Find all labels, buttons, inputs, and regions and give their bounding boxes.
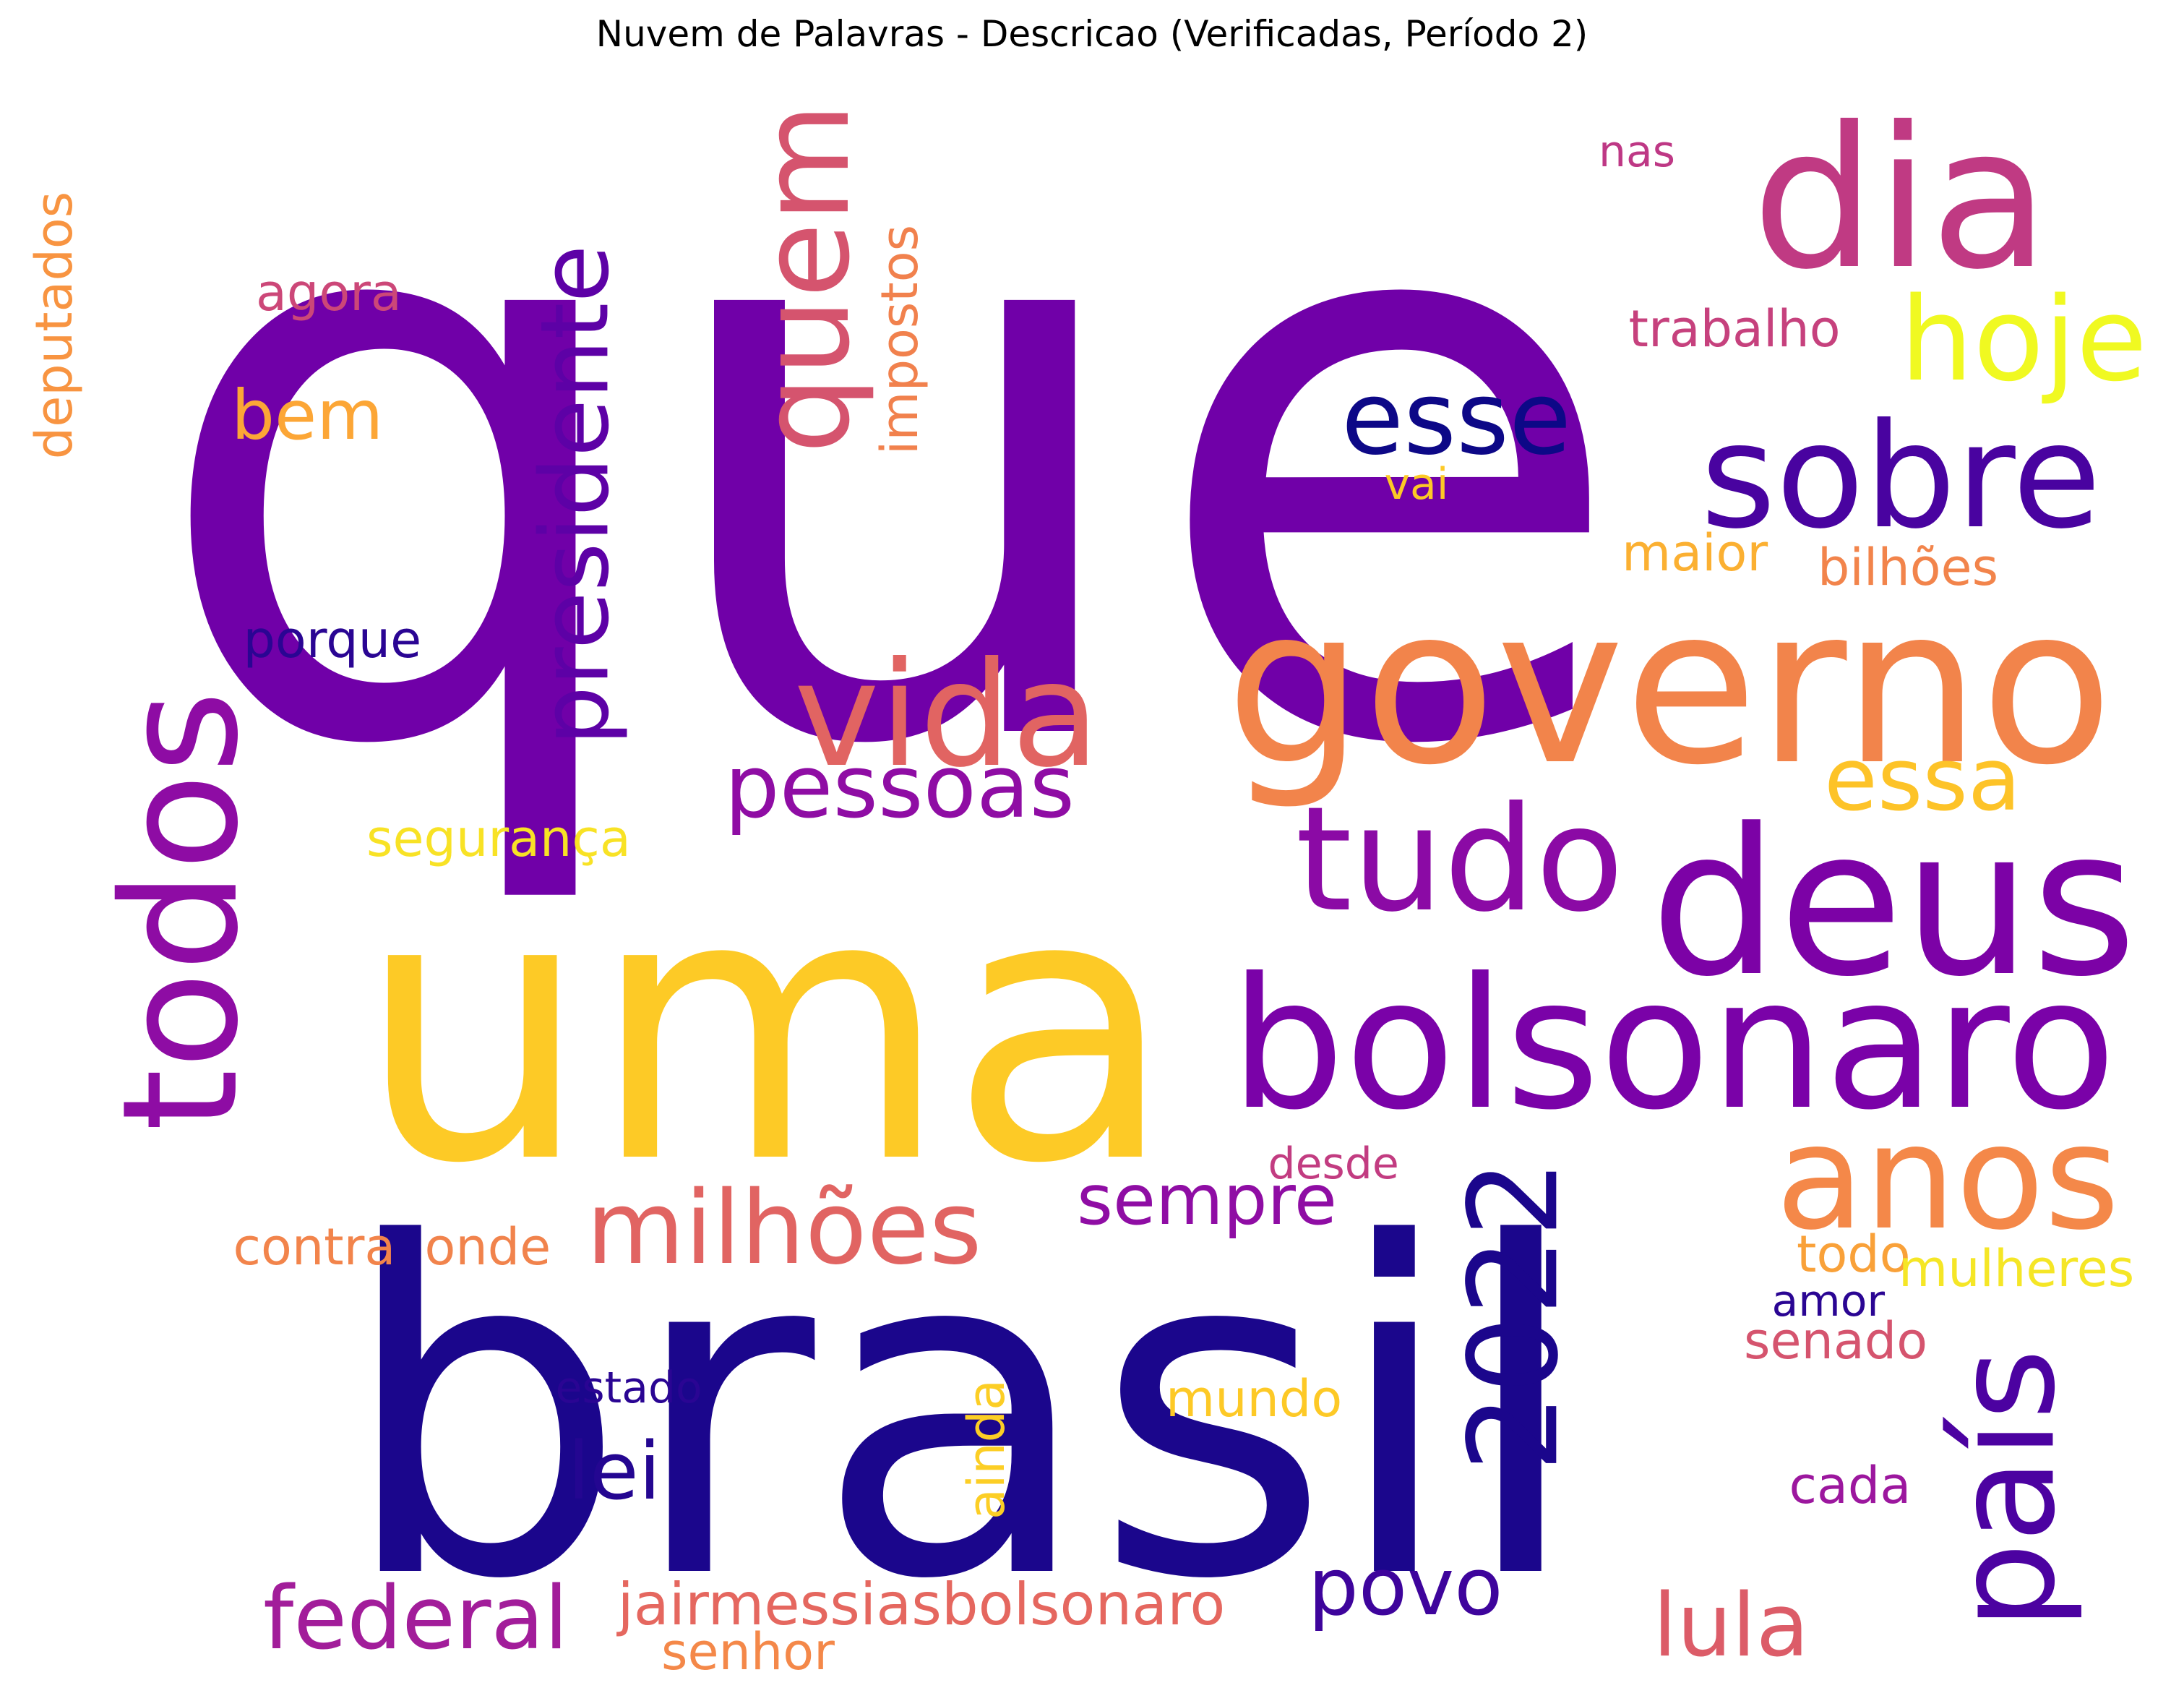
word-deus: deus xyxy=(1650,786,2137,1021)
word-presidente: presidente xyxy=(519,244,629,746)
word-bolsonaro: bolsonaro xyxy=(1230,939,2117,1149)
word-cada: cada xyxy=(1789,1456,1912,1515)
word-senado: senado xyxy=(1744,1311,1928,1371)
word-mulheres: mulheres xyxy=(1899,1239,2135,1298)
word-maior: maior xyxy=(1622,523,1768,583)
word-desde: desde xyxy=(1268,1139,1399,1189)
word-porque: porque xyxy=(243,610,422,669)
word-2022: 2022 xyxy=(1442,1159,1586,1473)
word-anos: anos xyxy=(1776,1094,2120,1262)
word-onde: onde xyxy=(424,1217,551,1277)
word-trabalho: trabalho xyxy=(1628,299,1841,359)
word-agora: agora xyxy=(256,263,402,322)
word-dia: dia xyxy=(1752,85,2050,312)
word-pessoas: pessoas xyxy=(724,737,1075,838)
word-mundo: mundo xyxy=(1166,1369,1343,1428)
word-lula: lula xyxy=(1653,1576,1810,1676)
word-essa: essa xyxy=(1824,730,2021,831)
word-hoje: hoje xyxy=(1900,272,2148,407)
word-bem: bem xyxy=(231,375,384,455)
word-deputados: deputados xyxy=(25,191,85,460)
word-impostos: impostos xyxy=(870,224,930,455)
word-todo: todo xyxy=(1797,1225,1911,1284)
word-milhoes: milhões xyxy=(586,1170,982,1287)
word-tudo: tudo xyxy=(1295,776,1625,944)
word-seguranca: segurança xyxy=(366,809,631,868)
word-bilhoes: bilhões xyxy=(1818,538,1999,597)
word-lei: lei xyxy=(567,1425,661,1517)
word-uma: uma xyxy=(356,815,1176,1244)
word-esse: esse xyxy=(1341,360,1572,478)
cloud-title: Nuvem de Palavras - Descricao (Verificad… xyxy=(596,13,1588,55)
word-nas: nas xyxy=(1599,127,1676,177)
word-contra: contra xyxy=(233,1217,396,1277)
word-pais: país xyxy=(1925,1348,2085,1630)
word-vida: vida xyxy=(794,631,1100,800)
word-brasil: brasil xyxy=(338,1148,1584,1679)
word-ainda: ainda xyxy=(957,1379,1017,1520)
word-amor: amor xyxy=(1771,1276,1886,1327)
word-povo: povo xyxy=(1308,1541,1503,1633)
word-todos: todos xyxy=(87,690,273,1131)
word-sempre: sempre xyxy=(1077,1160,1337,1241)
word-federal: federal xyxy=(263,1569,569,1669)
word-vai: vai xyxy=(1384,459,1449,510)
word-senhor: senhor xyxy=(661,1622,835,1681)
word-sobre: sobre xyxy=(1701,393,2102,561)
word-estado: estado xyxy=(555,1363,702,1413)
word-que: que xyxy=(147,0,1631,917)
word-quem: quem xyxy=(734,103,877,454)
word-jairmessiasbolsonaro: jairmessiasbolsonaro xyxy=(617,1571,1226,1638)
word-governo: governo xyxy=(1226,560,2113,813)
